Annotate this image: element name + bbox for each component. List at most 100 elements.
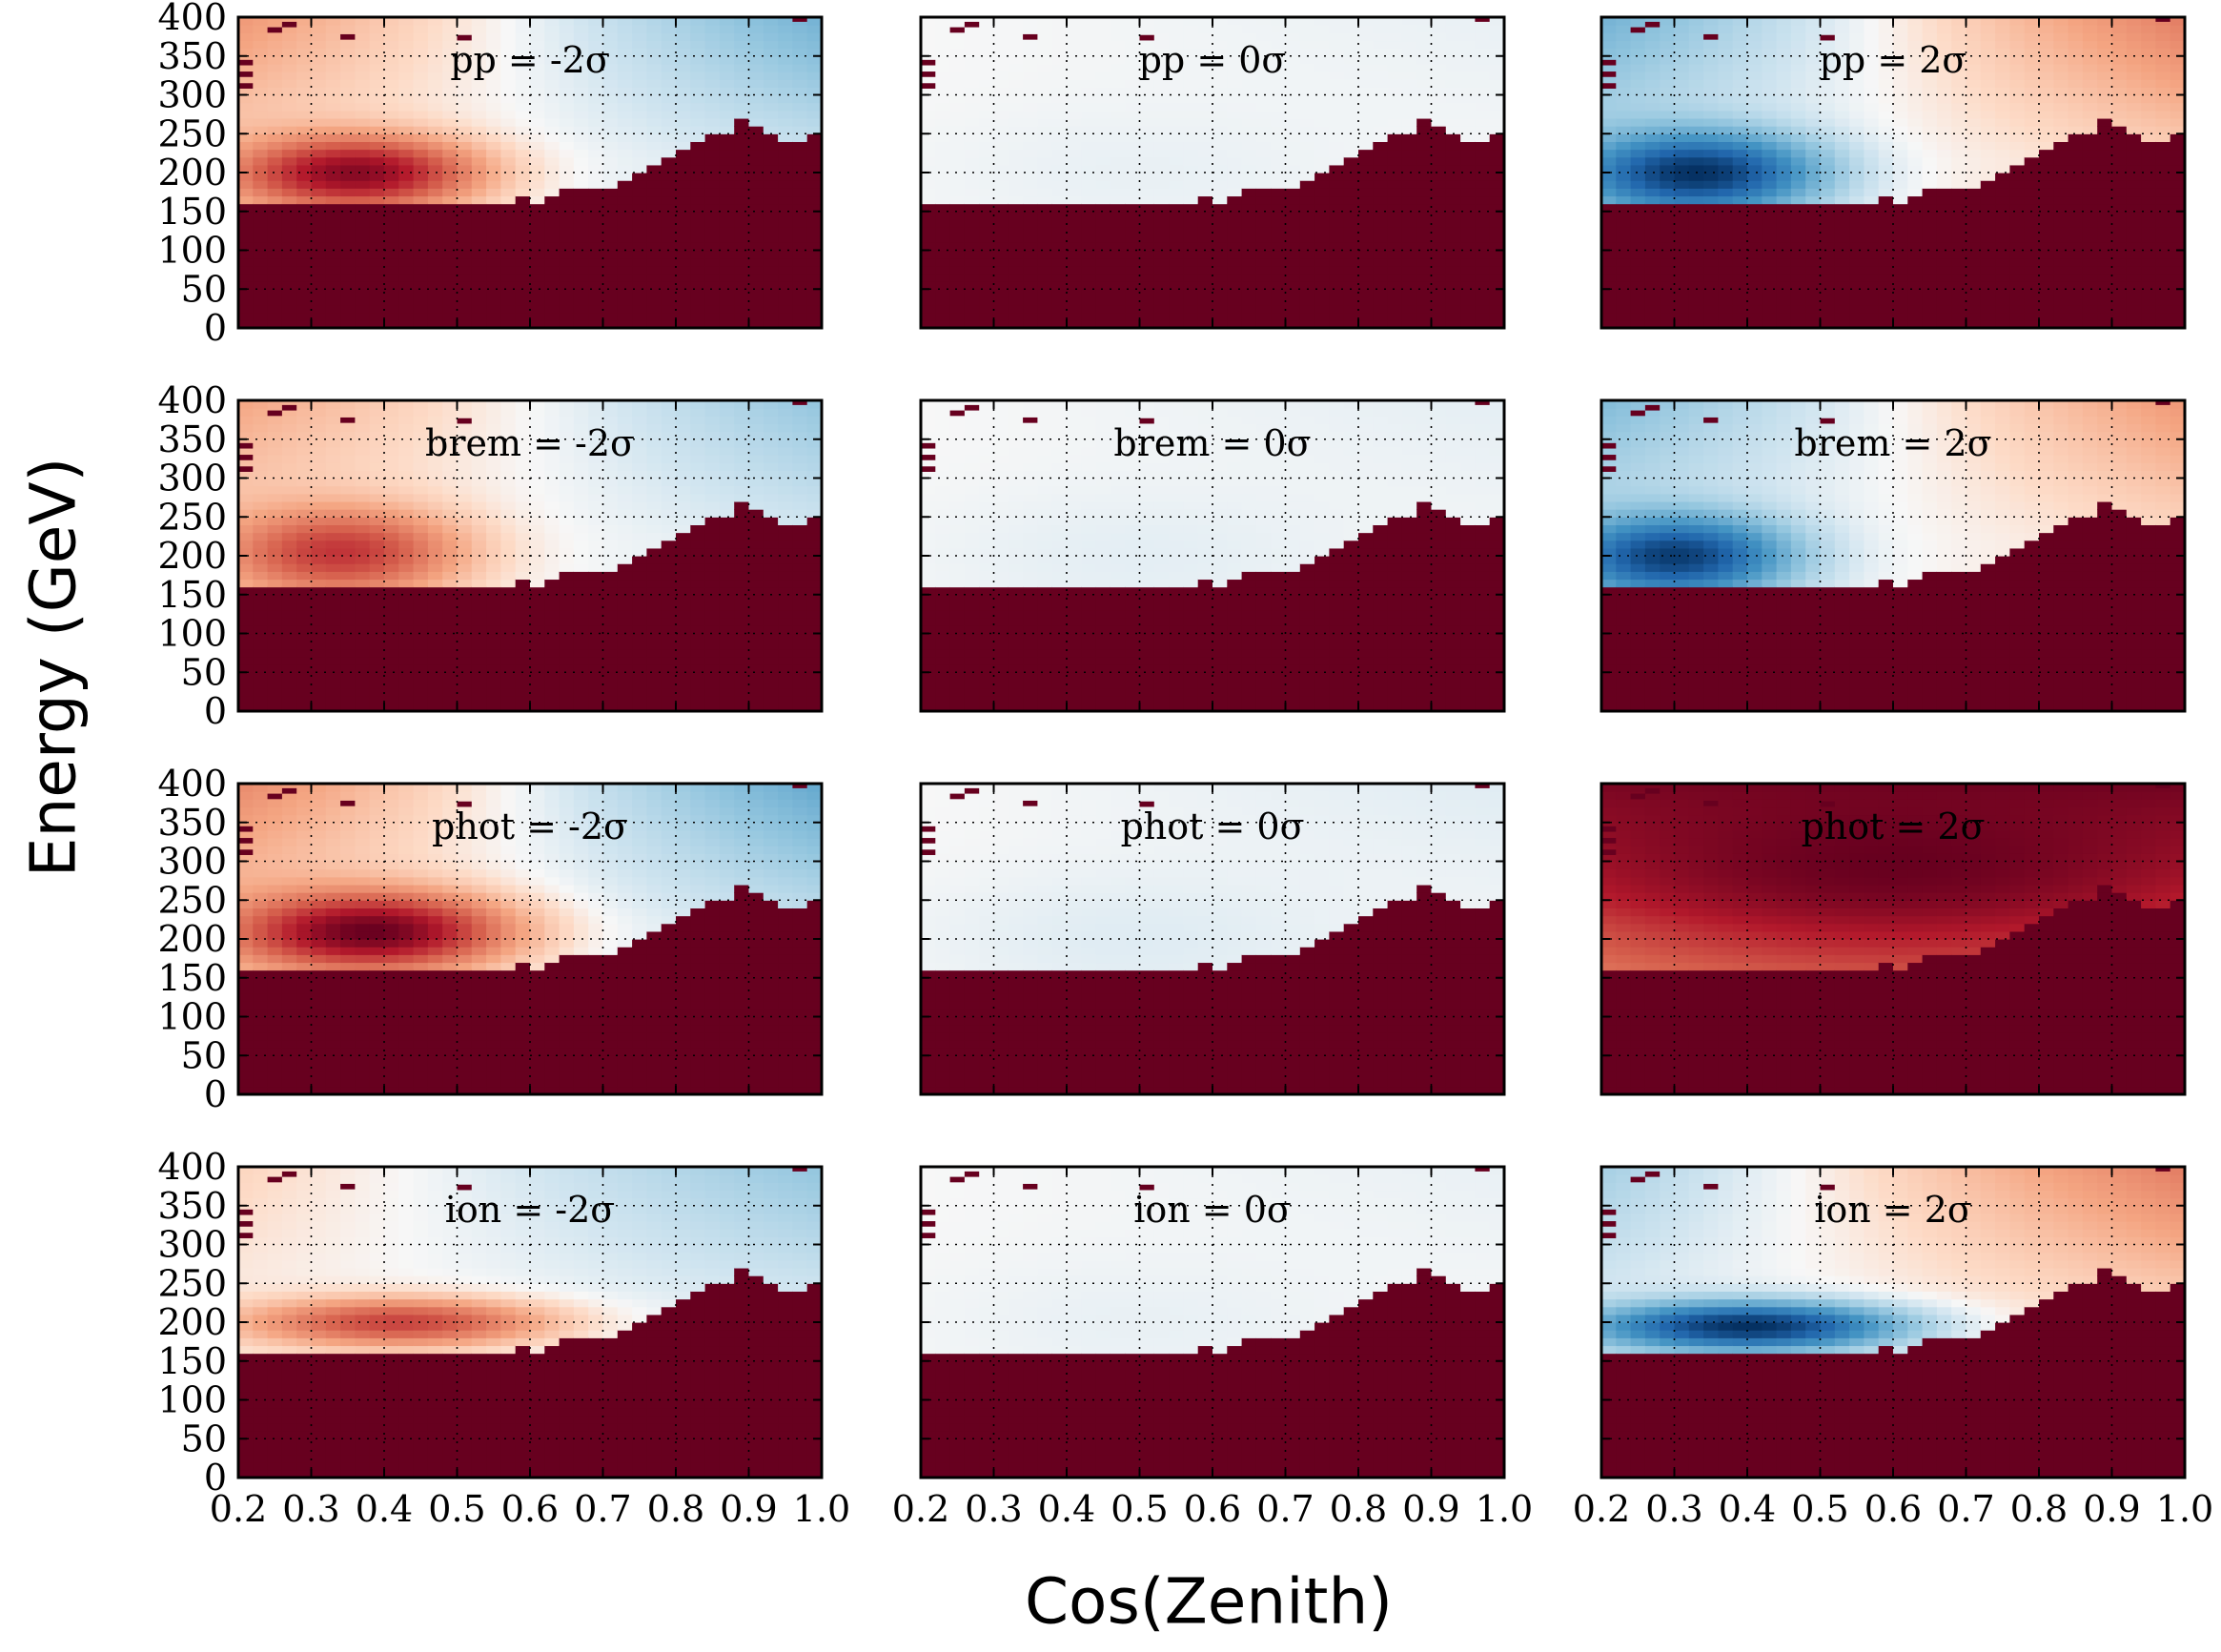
heatmap-cell — [720, 40, 735, 49]
heatmap-cell — [1937, 180, 1952, 189]
heatmap-cell — [1373, 79, 1388, 88]
heatmap-cell — [1791, 188, 1806, 196]
heatmap-cell — [1849, 212, 1864, 220]
heatmap-cell — [458, 219, 473, 228]
heatmap-cell — [1052, 289, 1068, 297]
heatmap-cell — [1023, 195, 1038, 204]
heatmap-cell — [1995, 150, 2010, 158]
heatmap-cell — [1995, 141, 2010, 150]
heatmap-cell — [253, 235, 268, 243]
heatmap-cell — [2039, 313, 2054, 321]
heatmap-cell — [1416, 188, 1432, 196]
heatmap-cell — [1212, 195, 1228, 204]
heatmap-cell — [1601, 296, 1617, 305]
heatmap-cell — [2053, 64, 2068, 72]
heatmap-cell — [792, 235, 807, 243]
heatmap-cell — [935, 305, 950, 314]
heatmap-cell — [1373, 133, 1388, 142]
heatmap-cell — [296, 305, 312, 314]
heatmap-cell — [764, 103, 779, 112]
heatmap-cell — [1660, 296, 1675, 305]
heatmap-cell — [764, 274, 779, 282]
heatmap-cell — [282, 165, 297, 173]
heatmap-cell — [1835, 212, 1850, 220]
heatmap-cell — [1490, 103, 1505, 112]
heatmap-cell — [1791, 165, 1806, 173]
heatmap-cell — [1864, 313, 1879, 321]
heatmap-cell — [1937, 165, 1952, 173]
heatmap-cell — [1893, 296, 1908, 305]
heatmap-cell — [472, 289, 487, 297]
heatmap-cell — [2083, 141, 2098, 150]
heatmap-cell — [662, 251, 677, 259]
heatmap-cell — [1835, 289, 1850, 297]
heatmap-cell — [676, 173, 691, 181]
heatmap-cell — [1169, 118, 1184, 127]
heatmap-cell — [2053, 32, 2068, 41]
heatmap-cell — [1009, 251, 1024, 259]
heatmap-cell — [1358, 111, 1374, 119]
heatmap-cell — [935, 235, 950, 243]
heatmap-cell — [1777, 212, 1792, 220]
heatmap-cell — [1344, 235, 1359, 243]
heatmap-cell — [1227, 313, 1242, 321]
heatmap-cell — [1805, 219, 1821, 228]
heatmap-cell — [1937, 281, 1952, 290]
heatmap-cell — [1416, 64, 1432, 72]
heatmap-cell — [238, 103, 254, 112]
heatmap-cell — [1675, 141, 1690, 150]
heatmap-cell — [282, 87, 297, 95]
heatmap-cell — [560, 165, 575, 173]
heatmap-cell — [458, 188, 473, 196]
heatmap-cell — [1791, 219, 1806, 228]
heatmap-cell — [690, 111, 705, 119]
heatmap-cell — [544, 95, 560, 104]
heatmap-cell — [1271, 103, 1286, 112]
heatmap-cell — [921, 266, 936, 275]
heatmap-cell — [2039, 219, 2054, 228]
heatmap-cell — [1198, 157, 1213, 166]
heatmap-cell — [979, 266, 994, 275]
heatmap-cell — [340, 227, 356, 235]
heatmap-cell — [355, 258, 370, 267]
heatmap-cell — [1864, 195, 1879, 204]
heatmap-cell — [1373, 305, 1388, 314]
y-tick-label: 150 — [157, 191, 227, 233]
heatmap-cell — [1660, 274, 1675, 282]
heatmap-cell — [1329, 64, 1344, 72]
heatmap-cell — [618, 173, 633, 181]
heatmap-cell — [1791, 141, 1806, 150]
heatmap-cell — [764, 258, 779, 267]
heatmap-cell — [1388, 157, 1403, 166]
heatmap-cell — [500, 289, 516, 297]
heatmap-cell — [2053, 173, 2068, 181]
heatmap-cell — [1271, 258, 1286, 267]
heatmap-cell — [1616, 157, 1631, 166]
heatmap-cell — [1835, 274, 1850, 282]
heatmap-cell — [2068, 71, 2084, 80]
heatmap-cell — [574, 266, 589, 275]
heatmap-cell — [1212, 188, 1228, 196]
heatmap-cell — [1242, 195, 1257, 204]
heatmap-cell — [1777, 296, 1792, 305]
heatmap-cell — [355, 157, 370, 166]
heatmap-cell — [1835, 180, 1850, 189]
heatmap-cell — [1937, 195, 1952, 204]
heatmap-cell — [500, 25, 516, 33]
heatmap-cell — [935, 296, 950, 305]
heatmap-cell — [1242, 173, 1257, 181]
heatmap-cell — [1242, 266, 1257, 275]
heatmap-cell — [398, 258, 414, 267]
heatmap-cell — [2155, 103, 2170, 112]
heatmap-cell — [1344, 305, 1359, 314]
heatmap-cell — [1358, 227, 1374, 235]
heatmap-cell — [603, 118, 619, 127]
heatmap-cell — [1096, 219, 1111, 228]
heatmap-cell — [705, 173, 721, 181]
heatmap-cell — [2068, 180, 2084, 189]
heatmap-cell — [1791, 266, 1806, 275]
heatmap-cell — [764, 150, 779, 158]
heatmap-cell — [705, 296, 721, 305]
heatmap-cell — [1937, 141, 1952, 150]
heatmap-cell — [1937, 157, 1952, 166]
